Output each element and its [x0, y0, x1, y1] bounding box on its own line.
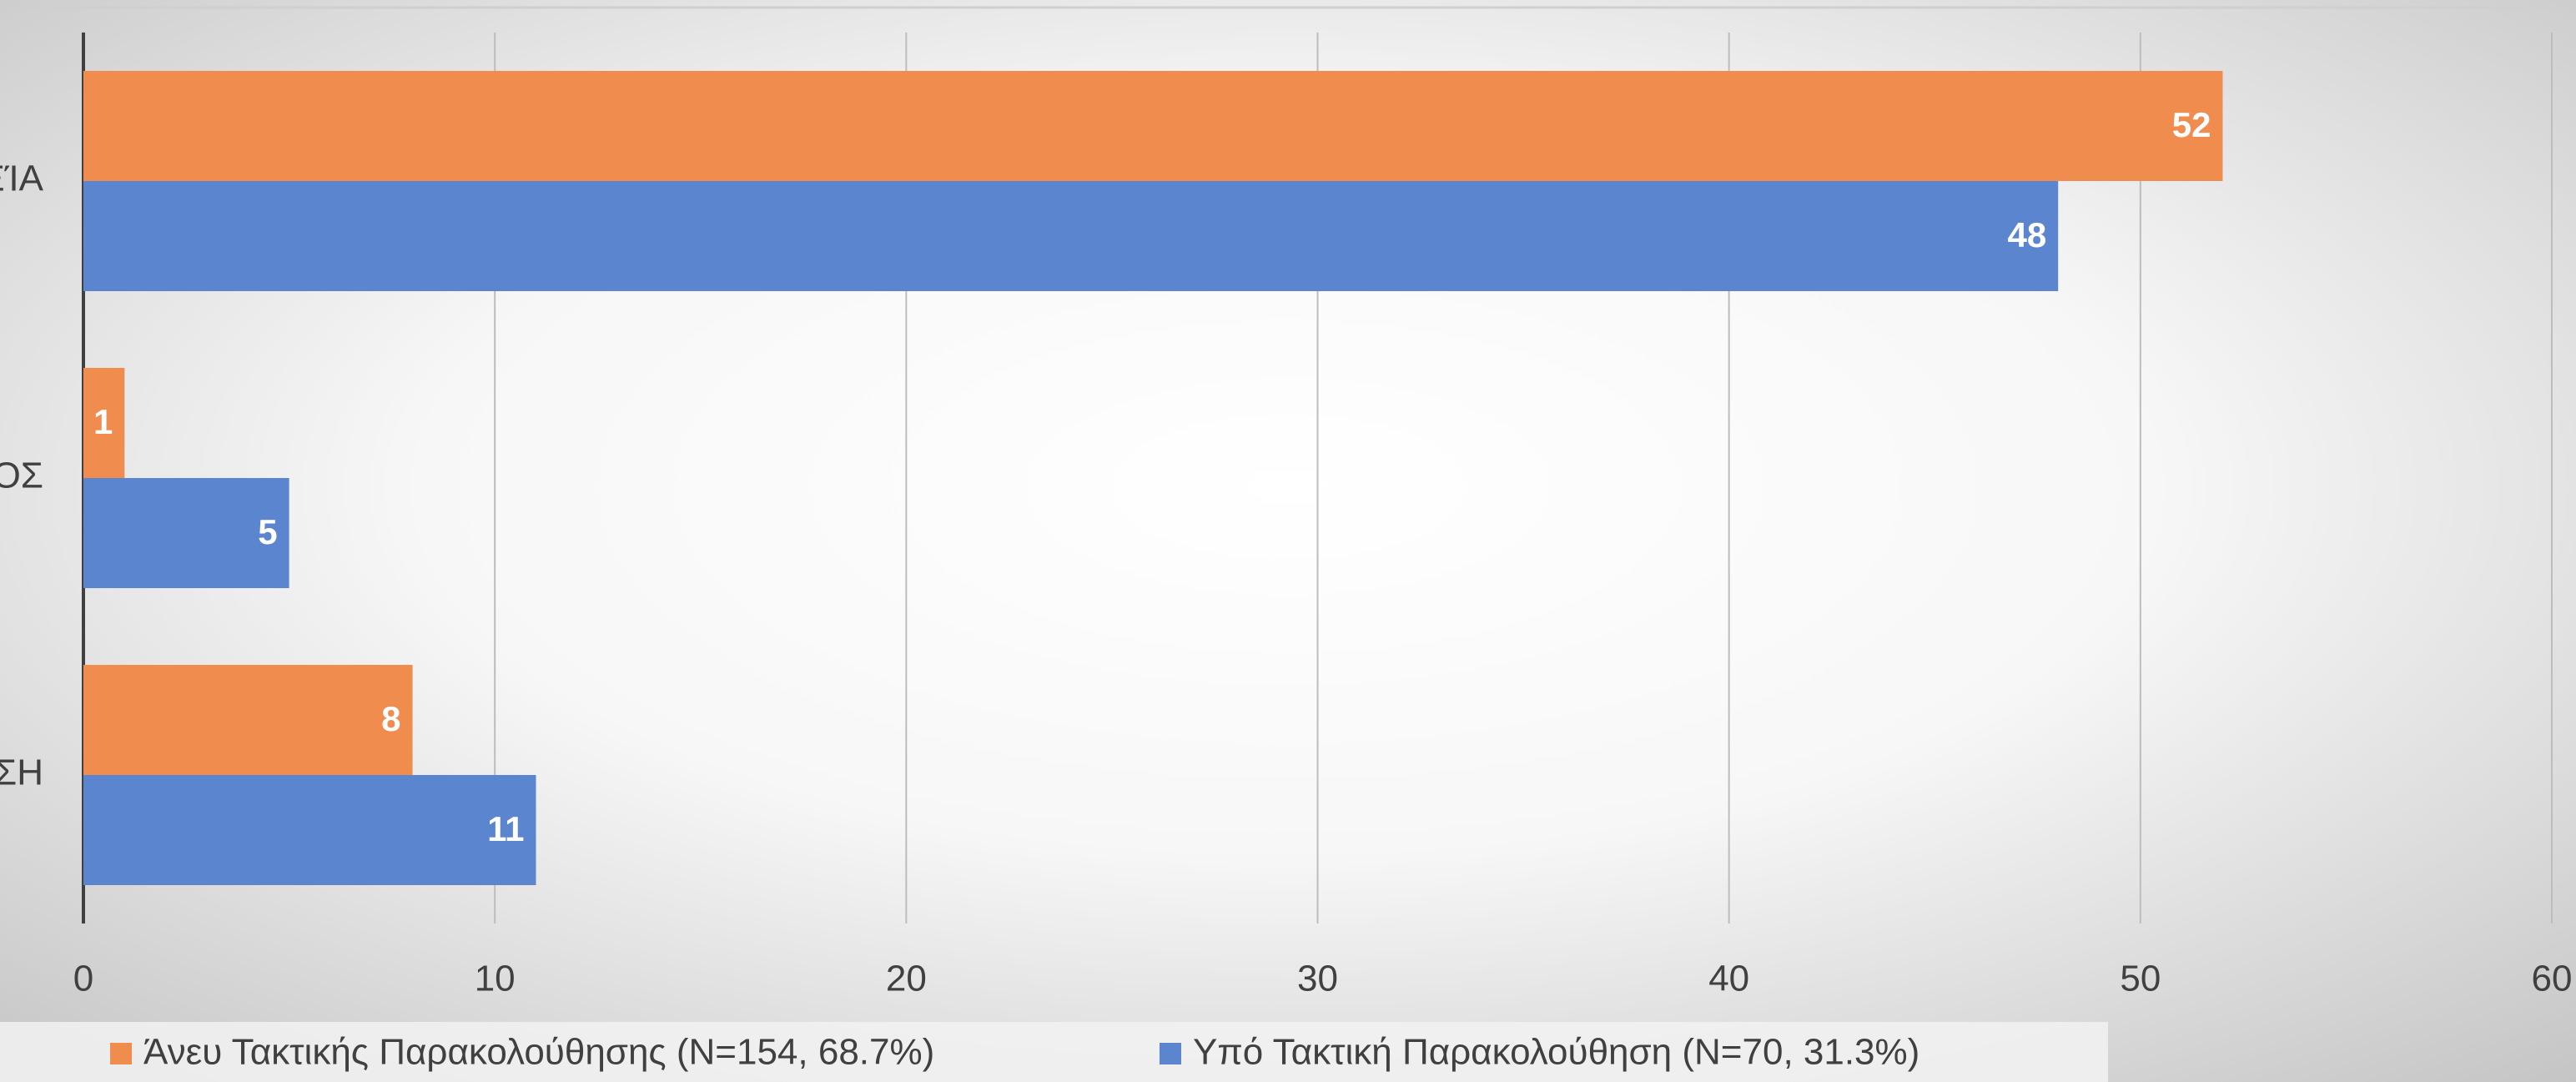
bar [83, 71, 2223, 181]
value-label: 5 [258, 512, 277, 551]
x-tick-label: 50 [2120, 959, 2161, 999]
value-label: 8 [381, 699, 400, 738]
x-tick-label: 10 [475, 959, 516, 999]
bar [83, 665, 413, 775]
value-label: 1 [93, 402, 113, 441]
bar [83, 368, 125, 478]
legend-swatch [1160, 1043, 1181, 1064]
legend: Άνευ Τακτικής Παρακολούθησης (N=154, 68.… [110, 1032, 1919, 1073]
x-tick-label: 30 [1297, 959, 1338, 999]
bar [83, 478, 289, 588]
labels: 0 10 20 30 40 50 60 ΞΊΑ 52 48 ΟΣ 1 5 ΣΗ 8 11 [0, 105, 2572, 999]
x-tick-label: 40 [1708, 959, 1749, 999]
y-tick-label: ΟΣ [0, 455, 43, 496]
bars [83, 71, 2223, 885]
value-label: 52 [2172, 105, 2211, 144]
bar [83, 181, 2059, 291]
legend-label: Άνευ Τακτικής Παρακολούθησης (N=154, 68.… [143, 1032, 934, 1073]
x-tick-label: 0 [73, 959, 93, 999]
legend-swatch [110, 1043, 132, 1064]
value-label: 11 [487, 809, 524, 848]
bar [83, 775, 536, 885]
y-tick-label: ΞΊΑ [0, 159, 44, 199]
legend-box [0, 1022, 2108, 1082]
y-tick-label: ΣΗ [0, 752, 43, 793]
value-label: 48 [2007, 215, 2046, 254]
x-tick-label: 20 [886, 959, 927, 999]
x-tick-label: 60 [2532, 959, 2573, 999]
legend-label: Υπό Τακτική Παρακολούθηση (N=70, 31.3%) [1193, 1032, 1919, 1073]
